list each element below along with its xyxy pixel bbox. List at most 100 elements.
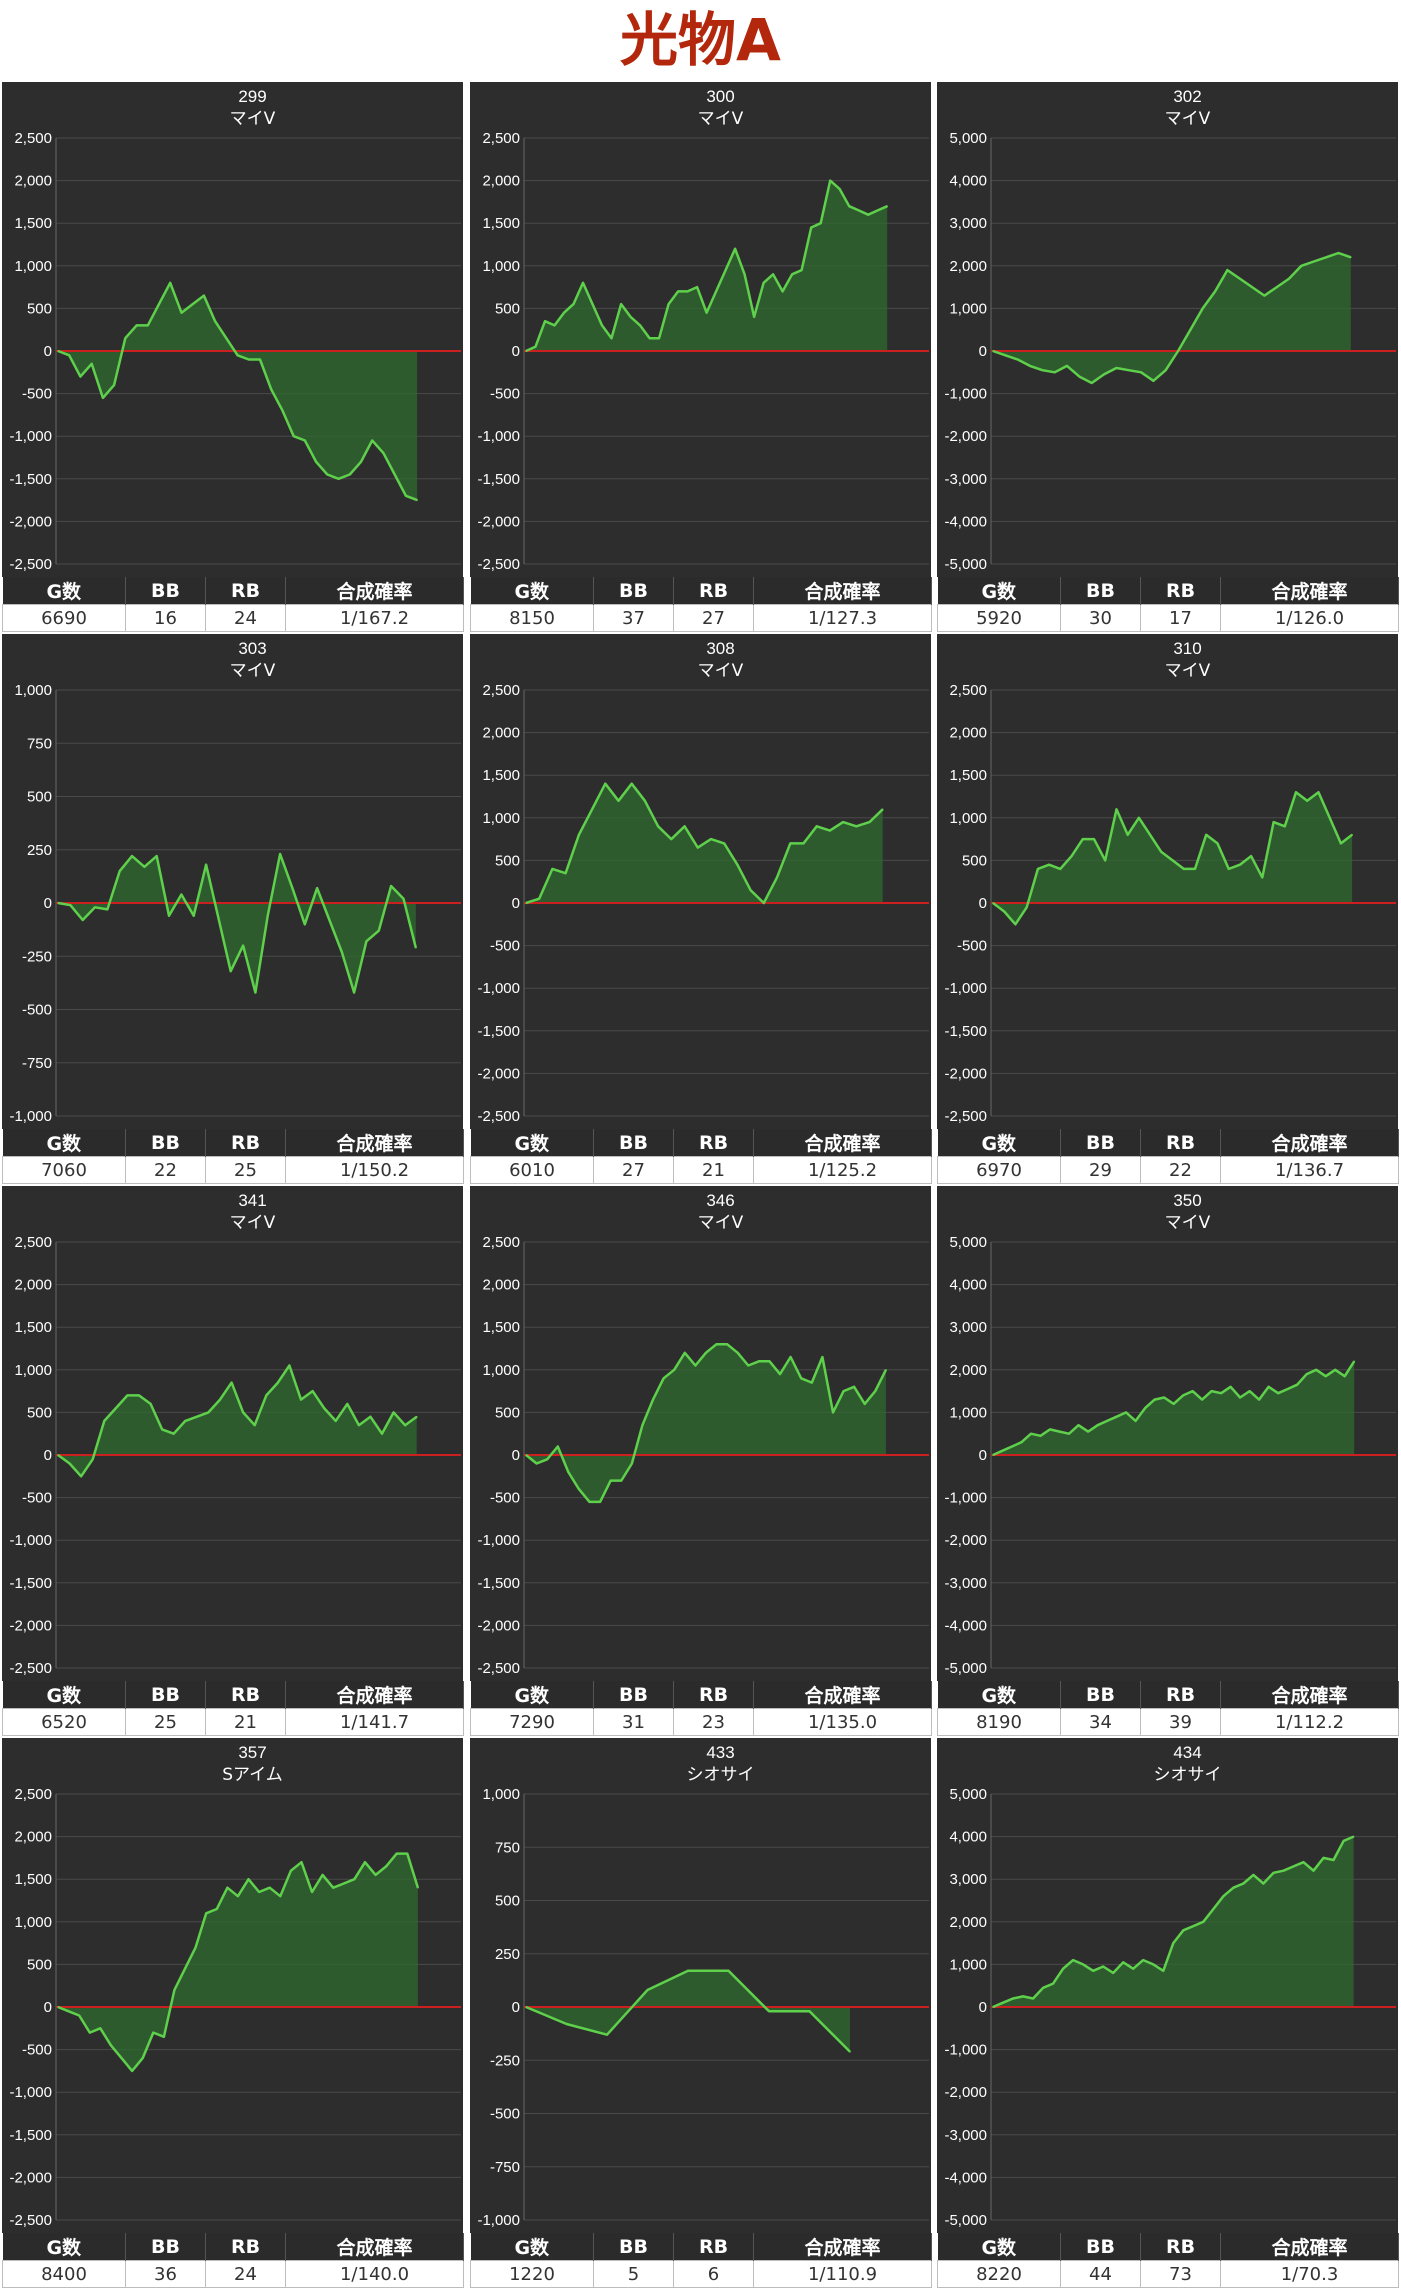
data-point <box>405 495 407 497</box>
machine-model: マイV <box>1165 1213 1211 1233</box>
data-point <box>378 929 380 932</box>
header-games: G数 <box>2 2233 126 2261</box>
data-point <box>535 1462 538 1465</box>
chart-300: 300 マイV 2,500 2,000 1,500 1,000 500 0 -500 -1,000… <box>470 82 931 577</box>
games-value: 6520 <box>2 1708 126 1736</box>
stats-value-row: 6970 29 22 1/136.7 <box>937 1156 1399 1184</box>
data-point <box>78 2014 80 2017</box>
data-point <box>876 209 879 212</box>
y-tick-label: -500 <box>490 386 520 403</box>
data-point <box>79 375 82 378</box>
data-point <box>885 1369 887 1371</box>
chart-panel-341: 341 マイV 2,500 2,000 1,500 1,000 500 0 -500 -1,000… <box>2 1186 464 1736</box>
y-tick-label: 1,500 <box>14 1319 52 1336</box>
machine-model: シオサイ <box>687 1765 755 1785</box>
data-point <box>1261 876 1264 879</box>
data-point <box>1092 1970 1094 1972</box>
page-title: 光物A <box>620 6 781 74</box>
data-point <box>768 1360 771 1363</box>
data-point <box>1352 1835 1355 1838</box>
data-point <box>80 1475 82 1478</box>
y-tick-label: 5,000 <box>949 1786 987 1803</box>
series-area <box>993 1361 1355 1455</box>
data-point <box>106 908 109 911</box>
chart-350: 350 マイV 5,000 4,000 3,000 2,000 1,000 0 -1,000 -2… <box>937 1186 1398 1681</box>
data-point <box>736 1352 739 1354</box>
y-tick-label: 250 <box>27 842 52 859</box>
rb-value: 24 <box>205 2260 286 2288</box>
y-tick-label: -500 <box>957 938 987 955</box>
chart-panel-300: 300 マイV 2,500 2,000 1,500 1,000 500 0 -500 -1,000… <box>470 82 932 632</box>
y-tick-label: 0 <box>512 895 520 912</box>
data-point <box>874 1390 877 1392</box>
data-point <box>821 1356 824 1358</box>
y-tick-label: 500 <box>27 1956 52 1973</box>
data-point <box>126 1394 129 1397</box>
y-tick-label: 500 <box>495 1404 520 1421</box>
data-point <box>992 902 994 904</box>
stats-value-row: 1220 5 6 1/110.9 <box>470 2260 932 2288</box>
data-point <box>525 350 527 352</box>
bb-value: 37 <box>593 604 674 632</box>
data-point <box>192 915 195 917</box>
data-point <box>1250 855 1252 857</box>
prob-value: 1/70.3 <box>1220 2260 1399 2288</box>
data-point <box>103 1420 106 1422</box>
data-point <box>1325 256 1327 259</box>
y-tick-label: 0 <box>44 895 52 912</box>
data-point <box>694 1364 697 1367</box>
data-point <box>601 324 603 327</box>
data-point <box>842 821 844 823</box>
data-point <box>113 384 115 386</box>
data-point <box>525 2006 527 2008</box>
data-point <box>1103 373 1105 376</box>
y-tick-label: -500 <box>490 2106 520 2123</box>
y-tick-label: 2,500 <box>14 1786 52 1803</box>
data-point <box>620 303 622 305</box>
bb-value: 44 <box>1060 2260 1141 2288</box>
y-tick-label: 2,000 <box>14 1277 52 1294</box>
rb-value: 27 <box>673 604 754 632</box>
data-point <box>266 915 269 917</box>
data-point <box>1189 328 1192 331</box>
data-point <box>1351 834 1353 836</box>
data-point <box>705 1352 707 1354</box>
data-point <box>253 1424 256 1426</box>
y-tick-label: 1,500 <box>482 1319 520 1336</box>
data-point <box>753 316 755 318</box>
data-point <box>687 1970 689 1972</box>
machine-model: マイV <box>1165 661 1211 681</box>
data-point <box>1163 1396 1165 1399</box>
data-point <box>829 179 831 182</box>
data-point <box>1332 1859 1335 1861</box>
y-tick-label: -3,000 <box>944 471 987 488</box>
bb-value: 36 <box>125 2260 206 2288</box>
data-point <box>353 1878 356 1880</box>
rb-value: 25 <box>205 1156 286 1184</box>
data-point <box>1277 1392 1279 1394</box>
data-point <box>1322 1857 1325 1859</box>
data-point <box>534 345 537 348</box>
header-bb: BB <box>125 577 206 605</box>
series-line <box>525 782 884 905</box>
games-value: 8220 <box>937 2260 1061 2288</box>
y-tick-label: 2,500 <box>949 682 987 699</box>
data-point <box>992 350 994 352</box>
chart-433: 433 シオサイ 1,000 750 500 250 0 -250 -500 -750 -1,000 <box>470 1738 931 2233</box>
series-area <box>993 1836 1354 2007</box>
data-point <box>705 311 708 314</box>
data-point <box>1093 838 1095 840</box>
data-point <box>567 1471 570 1473</box>
header-rb: RB <box>205 577 286 605</box>
data-point <box>1160 851 1163 853</box>
header-games: G数 <box>2 577 126 605</box>
data-point <box>588 1501 591 1503</box>
data-point <box>207 1411 210 1414</box>
y-tick-label: 500 <box>962 852 987 869</box>
data-point <box>168 915 170 917</box>
series-line <box>57 1364 418 1478</box>
y-tick-label: -2,500 <box>944 1108 987 1125</box>
data-point <box>802 842 805 845</box>
header-prob: 合成確率 <box>1220 577 1399 605</box>
y-tick-label: 2,500 <box>482 130 520 147</box>
